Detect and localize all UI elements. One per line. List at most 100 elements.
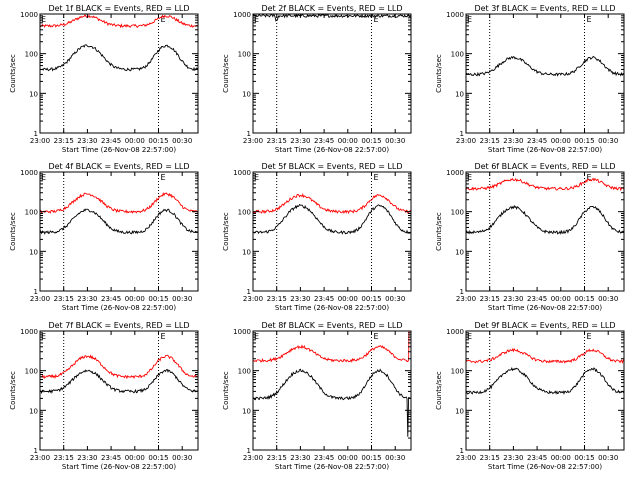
chart-title: Det 7f BLACK = Events, RED = LLD [48,321,189,330]
y-axis-label: Counts/sec [9,371,17,410]
y-tick-label: 100 [238,51,251,59]
x-axis-label: Start Time (26-Nov-08 22:57:00) [488,146,602,154]
x-tick-label: 00:00 [125,295,145,303]
series-lld-line [253,192,411,215]
x-tick-label: 00:00 [338,454,358,462]
x-tick-label: 23:15 [54,454,74,462]
x-axis-label: Start Time (26-Nov-08 22:57:00) [62,304,176,312]
chart-flag-left: E [41,173,46,182]
series-events-line [466,204,624,236]
y-tick-label: 1000 [233,328,251,336]
series-events-line [253,368,411,437]
y-tick-label: 1000 [20,11,38,19]
y-axis-label: Counts/sec [435,54,443,93]
plot-frame [252,330,412,451]
chart-flag-left: E [41,332,46,341]
x-tick-label: 00:00 [338,295,358,303]
x-axis-label: Start Time (26-Nov-08 22:57:00) [275,304,389,312]
chart-title: Det 8f BLACK = Events, RED = LLD [261,321,402,330]
x-tick-label: 23:00 [243,137,263,145]
chart-title: Det 2f BLACK = Events, RED = LLD [261,4,402,13]
chart-flag-right: E [587,173,592,182]
x-tick-label: 00:30 [172,295,192,303]
series-lld-line [466,177,624,192]
x-tick-label: 00:00 [551,454,571,462]
chart-flag-left: E [467,173,472,182]
series-lld-line [40,354,198,380]
y-tick-label: 10 [29,248,38,256]
x-axis-label: Start Time (26-Nov-08 22:57:00) [488,463,602,471]
x-tick-label: 23:15 [54,295,74,303]
chart-flag-right: E [374,332,379,341]
y-axis-label: Counts/sec [435,212,443,251]
x-tick-label: 23:45 [314,295,334,303]
y-tick-label: 10 [242,90,251,98]
x-axis-label: Start Time (26-Nov-08 22:57:00) [275,146,389,154]
plot-frame [252,171,412,292]
series-events-line [466,55,624,77]
x-axis-label: Start Time (26-Nov-08 22:57:00) [275,463,389,471]
y-tick-label: 1000 [446,328,464,336]
x-tick-label: 23:45 [101,295,121,303]
chart-title: Det 9f BLACK = Events, RED = LLD [474,321,615,330]
y-tick-label: 1000 [233,169,251,177]
x-tick-label: 23:30 [290,295,310,303]
x-tick-label: 00:30 [385,295,405,303]
y-tick-label: 1 [460,447,464,455]
x-tick-label: 23:45 [527,454,547,462]
x-tick-label: 23:45 [527,295,547,303]
x-tick-label: 00:15 [148,454,168,462]
chart-flag-right: E [374,15,379,24]
y-tick-label: 1000 [446,169,464,177]
y-tick-label: 1 [460,130,464,138]
plot-frame [465,171,625,292]
y-tick-label: 1 [34,130,38,138]
y-axis-label: Counts/sec [222,371,230,410]
x-tick-label: 00:30 [385,454,405,462]
y-tick-label: 100 [451,209,464,217]
x-tick-label: 23:00 [243,295,263,303]
x-axis-label: Start Time (26-Nov-08 22:57:00) [488,304,602,312]
chart-flag-left: E [254,15,259,24]
series-events-line [40,368,198,395]
y-tick-label: 10 [455,248,464,256]
series-lld-line [466,347,624,365]
y-tick-label: 100 [451,368,464,376]
x-tick-label: 00:30 [598,137,618,145]
plot-frame [39,330,199,451]
x-tick-label: 23:30 [290,454,310,462]
x-tick-label: 00:00 [338,137,358,145]
x-tick-label: 00:30 [172,454,192,462]
x-tick-label: 00:00 [125,137,145,145]
plot-frame [252,13,412,134]
chart-flag-right: E [587,15,592,24]
y-tick-label: 1000 [20,328,38,336]
series-lld-line [40,14,198,29]
x-tick-label: 23:15 [480,137,500,145]
y-tick-label: 10 [29,407,38,415]
chart-flag-left: E [41,15,46,24]
x-tick-label: 23:30 [503,137,523,145]
y-axis-label: Counts/sec [435,371,443,410]
chart-title: Det 1f BLACK = Events, RED = LLD [48,4,189,13]
x-tick-label: 00:00 [125,454,145,462]
x-tick-label: 00:15 [574,137,594,145]
y-tick-label: 10 [455,407,464,415]
y-tick-label: 100 [25,209,38,217]
plot-frame [465,13,625,134]
x-tick-label: 23:30 [503,454,523,462]
series-events-line [466,367,624,395]
x-tick-label: 00:15 [574,454,594,462]
y-tick-label: 1000 [446,11,464,19]
x-tick-label: 23:00 [243,454,263,462]
y-tick-label: 1000 [233,11,251,19]
y-tick-label: 100 [238,368,251,376]
y-tick-label: 10 [242,407,251,415]
x-tick-label: 00:00 [551,137,571,145]
